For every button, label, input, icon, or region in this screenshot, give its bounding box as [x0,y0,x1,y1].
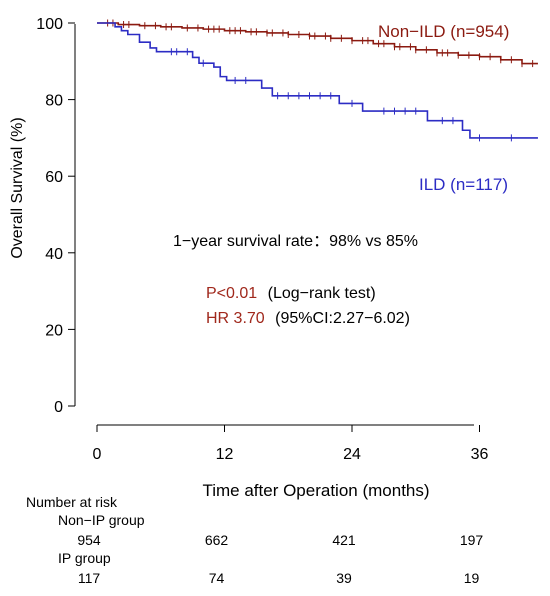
risk-value: 662 [205,532,229,548]
p-value-annotation: P<0.01 (Log−rank test) [206,285,376,302]
survival-rate-annotation: 1−year survival rate：98% vs 85% [173,233,418,250]
y-tick-label: 20 [45,322,63,339]
y-tick-label: 100 [36,16,63,33]
y-tick-label: 40 [45,246,63,263]
x-tick-label: 24 [343,446,361,463]
y-axis-ticks: 0 20 40 60 80 100 [36,16,75,416]
risk-value: 117 [78,570,101,586]
y-tick-label: 80 [45,93,63,110]
legend-non-ild: Non−ILD (n=954) [378,22,509,41]
risk-value: 421 [332,532,356,548]
x-tick-label: 12 [216,446,234,463]
p-test: (Log−rank test) [268,285,376,302]
risk-group-label-non-ip: Non−IP group [58,512,145,528]
risk-value: 39 [336,570,352,586]
hr-annotation: HR 3.70 (95%CI:2.27−6.02) [206,310,410,327]
hr-ci: (95%CI:2.27−6.02) [275,310,410,327]
survival-curves [97,19,538,142]
risk-value: 954 [77,532,101,548]
x-axis-label: Time after Operation (months) [202,481,429,500]
risk-value: 197 [460,532,484,548]
p-value: P<0.01 [206,285,257,302]
y-tick-label: 0 [54,399,63,416]
x-axis-ticks: 0 12 24 36 [93,425,489,463]
series-line-non-ild [97,22,538,65]
x-tick-label: 0 [93,446,102,463]
hr-value: HR 3.70 [206,310,265,327]
series-line-ild [97,22,538,139]
risk-table-title: Number at risk [26,494,118,510]
risk-group-label-ip: IP group [58,550,111,566]
risk-value: 74 [209,570,225,586]
legend-ild: ILD (n=117) [419,175,508,194]
y-tick-label: 60 [45,169,63,186]
risk-table-values: 954 662 421 197 117 74 39 19 [77,532,483,586]
y-axis-label: Overall Survival (%) [9,117,26,258]
risk-value: 19 [464,570,480,586]
x-tick-label: 36 [471,446,489,463]
